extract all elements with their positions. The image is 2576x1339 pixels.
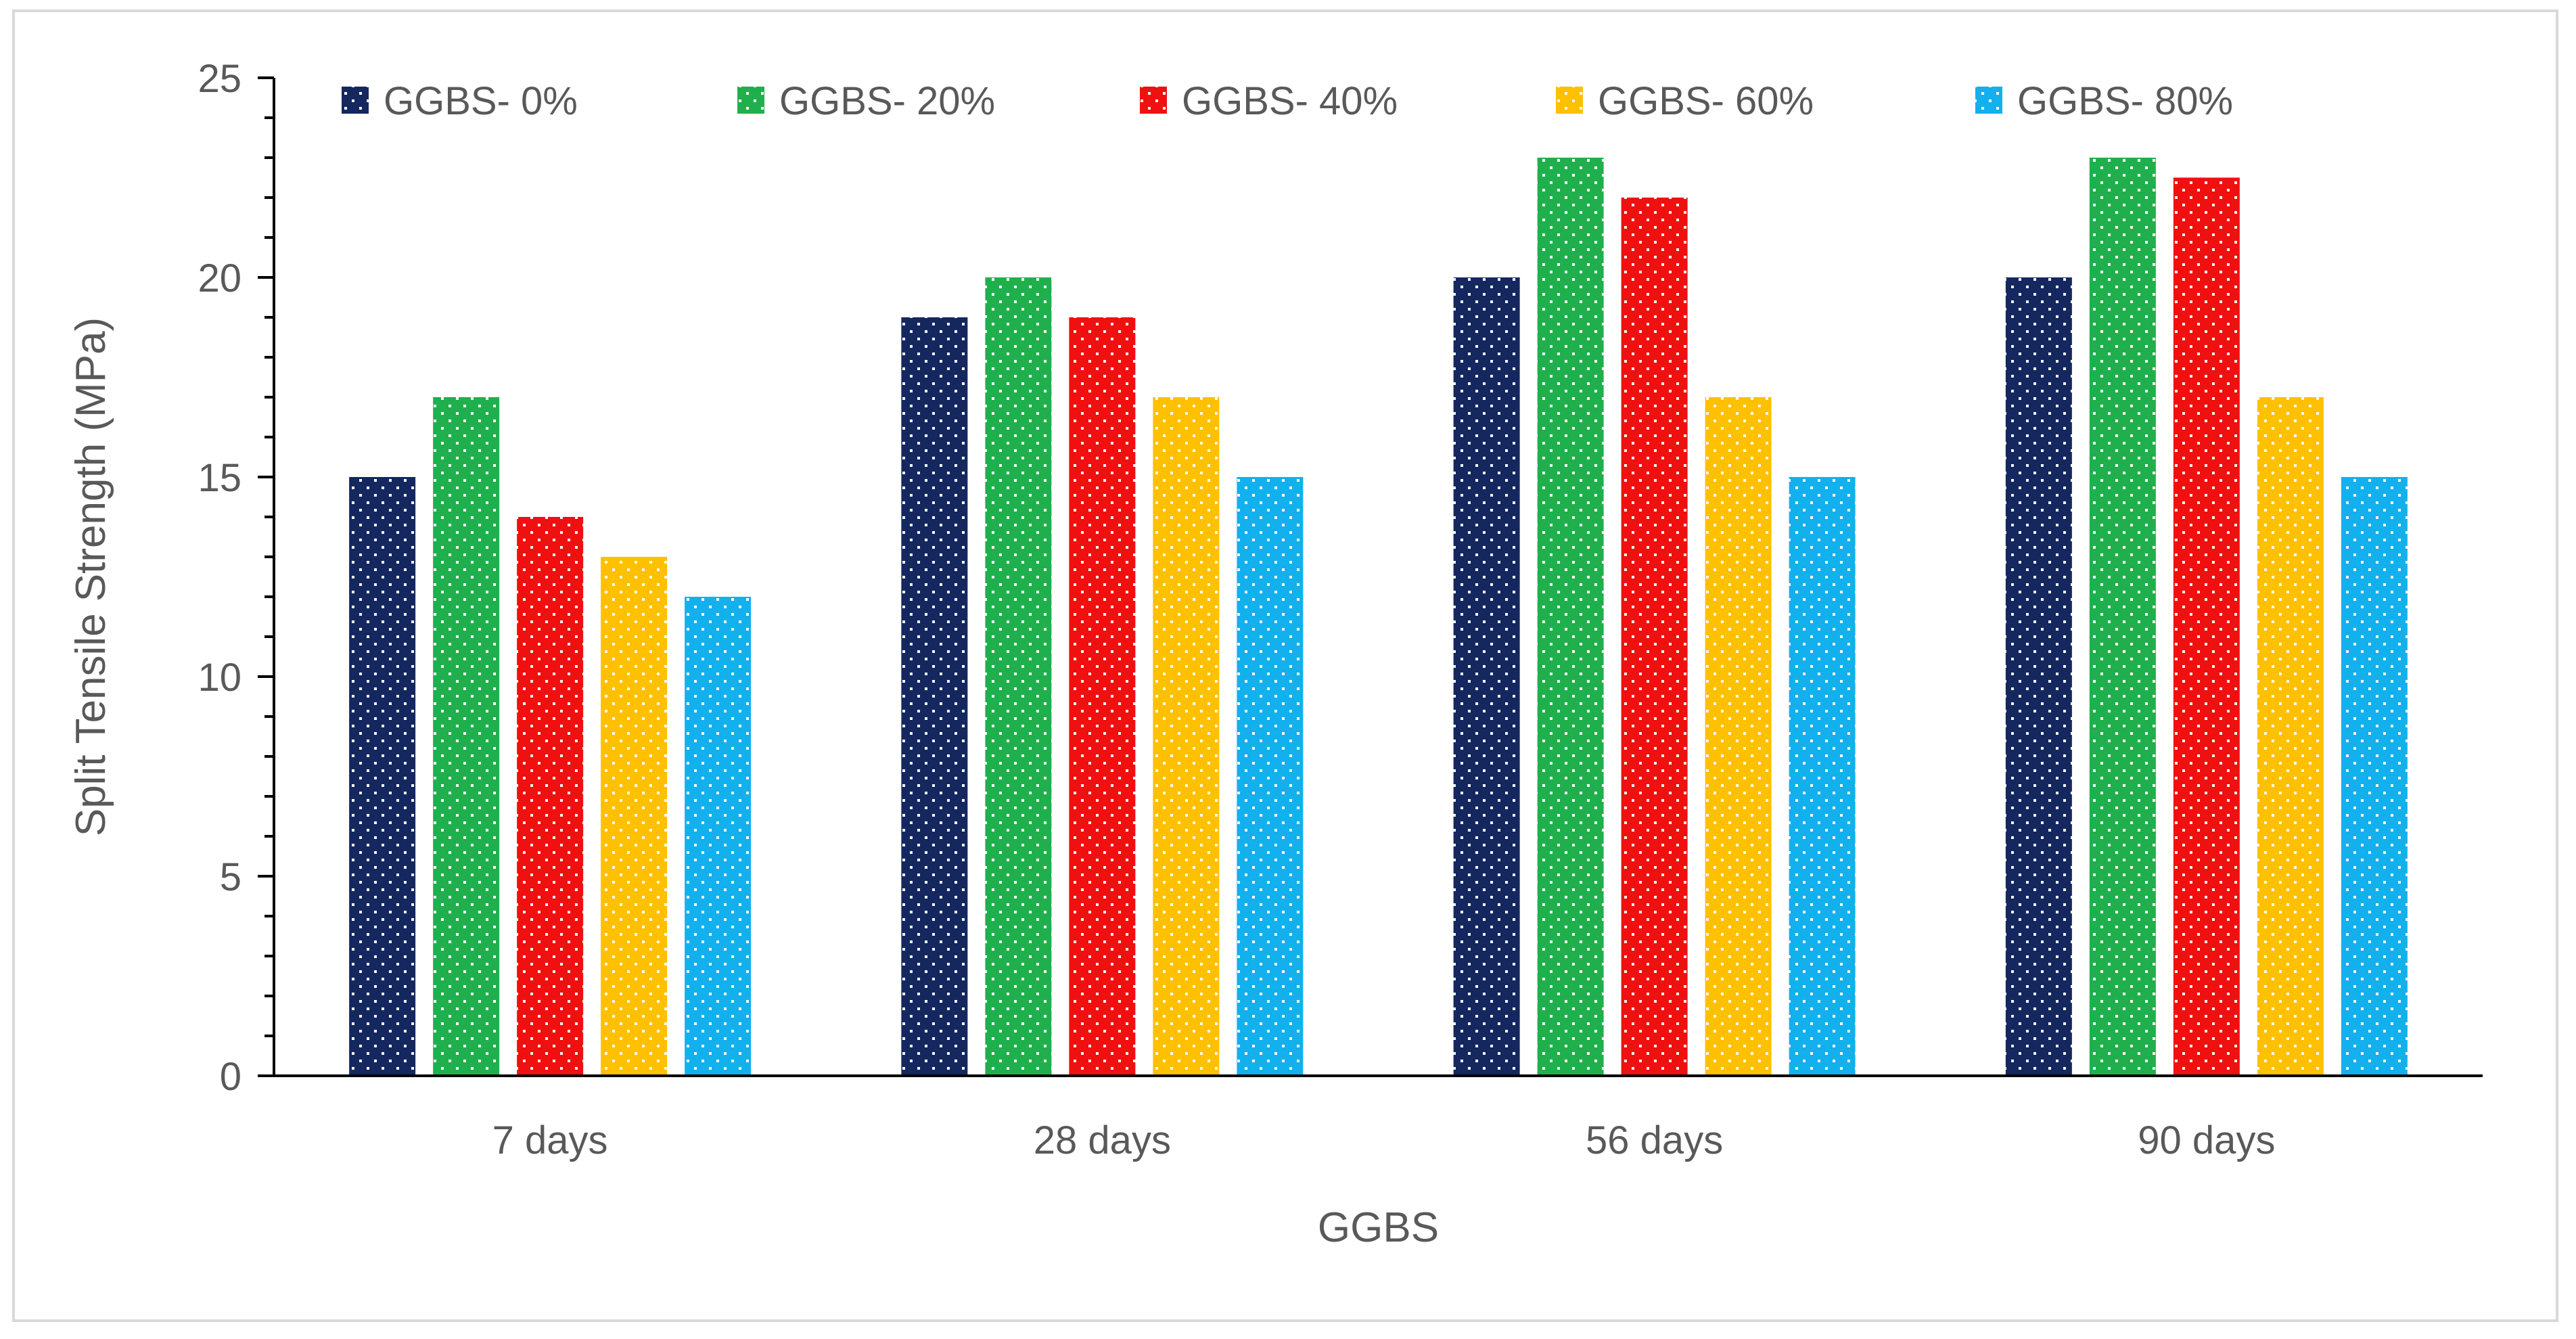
bar [685, 597, 752, 1076]
legend-label: GGBS- 40% [1182, 79, 1398, 123]
y-tick-label: 5 [220, 855, 242, 899]
bar [1537, 158, 1604, 1076]
y-axis-title: Split Tensile Strength (MPa) [68, 317, 114, 836]
x-tick-labels: 7 days 28 days 56 days 90 days [492, 1118, 2276, 1162]
bar [2089, 158, 2156, 1076]
bar [1069, 317, 1136, 1076]
bar [349, 477, 416, 1076]
legend-swatch [1140, 87, 1167, 114]
x-tick-label: 7 days [492, 1118, 608, 1162]
y-tick-label: 20 [198, 256, 242, 300]
legend-swatch [737, 87, 764, 114]
bar [1153, 397, 1220, 1076]
legend-swatch [342, 87, 369, 114]
bar [985, 277, 1052, 1076]
bar [1237, 477, 1304, 1076]
bar [901, 317, 968, 1076]
legend: GGBS- 0% GGBS- 20% GGBS- 40% GGBS- 60% GGBS-… [342, 79, 2233, 123]
bar [2341, 477, 2408, 1076]
legend-label: GGBS- 80% [2017, 79, 2233, 123]
y-ticks: 0 5 10 15 20 25 [198, 57, 274, 1099]
y-tick-label: 15 [198, 456, 242, 500]
bar [2173, 177, 2240, 1076]
bar [1621, 198, 1688, 1076]
y-tick-label: 0 [220, 1055, 242, 1099]
bar [517, 517, 584, 1076]
bar [433, 397, 500, 1076]
legend-label: GGBS- 20% [779, 79, 995, 123]
bar [601, 557, 668, 1076]
x-tick-label: 28 days [1034, 1118, 1171, 1162]
bar [2257, 397, 2324, 1076]
x-axis-title: GGBS [1318, 1204, 1439, 1251]
legend-swatch [1975, 87, 2002, 114]
legend-label: GGBS- 0% [384, 79, 578, 123]
legend-label: GGBS- 60% [1598, 79, 1814, 123]
bars-layer [349, 158, 2408, 1076]
x-tick-label: 90 days [2138, 1118, 2275, 1162]
y-tick-label: 25 [198, 57, 242, 101]
bar [2005, 277, 2072, 1076]
bar [1789, 477, 1856, 1076]
x-tick-label: 56 days [1586, 1118, 1723, 1162]
legend-swatch [1556, 87, 1583, 114]
y-tick-label: 10 [198, 656, 242, 700]
bar [1705, 397, 1772, 1076]
bar [1453, 277, 1520, 1076]
axes-layer [273, 78, 2483, 1077]
